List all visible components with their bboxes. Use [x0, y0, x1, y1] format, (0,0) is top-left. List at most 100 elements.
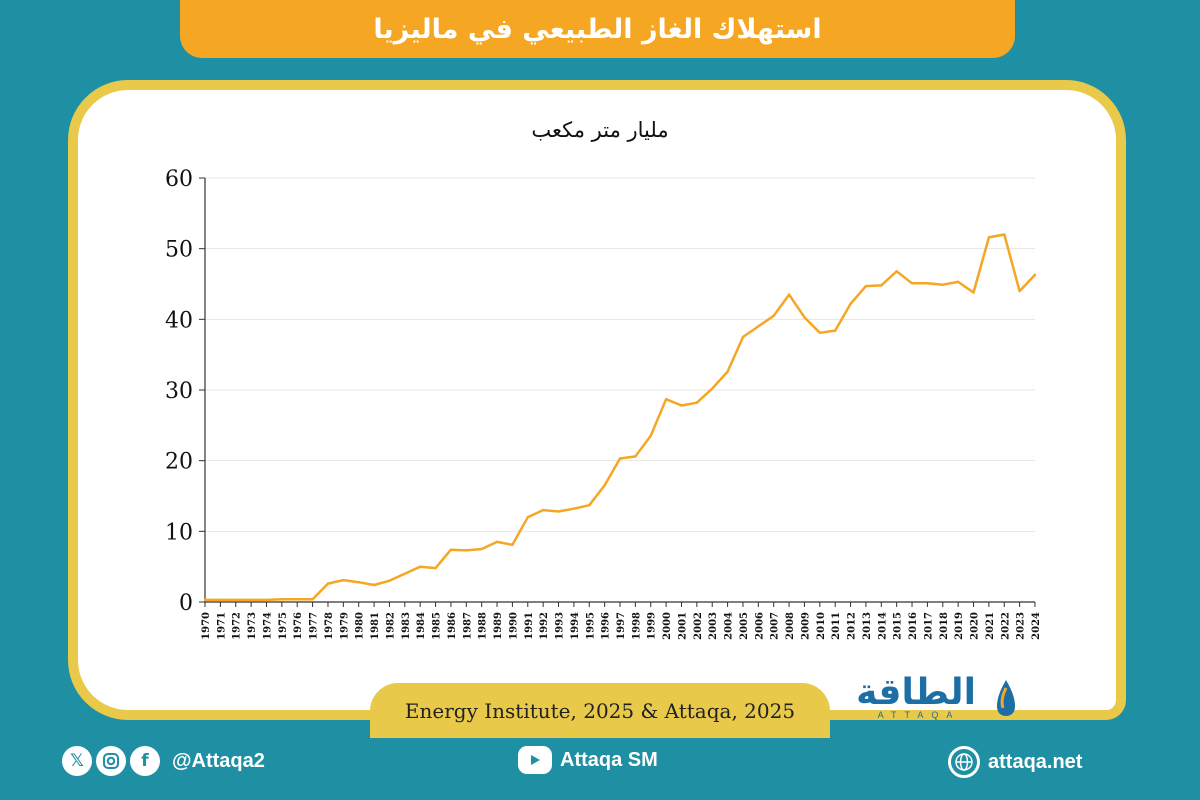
globe-icon[interactable] — [948, 746, 980, 778]
x-tick-label: 2005 — [739, 612, 750, 640]
website-group: attaqa.net — [948, 746, 1082, 778]
x-tick-label: 1980 — [355, 612, 366, 640]
x-tick-label: 1989 — [493, 612, 504, 640]
x-tick-label: 1972 — [232, 612, 243, 640]
data-point — [880, 284, 883, 287]
data-point — [357, 581, 360, 584]
data-point — [649, 434, 652, 438]
data-point — [741, 335, 745, 339]
logo-arabic: الطاقة — [856, 672, 976, 713]
website-url[interactable]: attaqa.net — [988, 750, 1083, 773]
x-tick-label: 1986 — [447, 612, 458, 640]
x-tick-label: 2020 — [970, 612, 981, 640]
x-tick-label: 1991 — [524, 612, 535, 640]
drop-icon — [997, 680, 1015, 716]
data-point — [634, 455, 637, 458]
x-icon[interactable]: 𝕏 — [62, 746, 92, 776]
data-point — [664, 397, 668, 401]
data-point — [388, 579, 391, 582]
data-point — [987, 236, 991, 239]
data-point — [695, 401, 699, 404]
x-tick-label: 2008 — [785, 612, 796, 640]
data-point — [588, 503, 591, 507]
x-tick-label: 2016 — [908, 612, 919, 640]
instagram-icon[interactable] — [96, 746, 126, 776]
data-point — [603, 484, 606, 487]
data-point — [818, 331, 822, 334]
source-pill: Energy Institute, 2025 & Attaqa, 2025 — [370, 683, 830, 738]
data-point — [495, 540, 499, 544]
data-point — [864, 284, 868, 288]
page-title: استهلاك الغاز الطبيعي في ماليزيا — [373, 13, 822, 45]
y-tick-label: 50 — [165, 238, 193, 263]
attaqa-logo: الطاقة ATTAQA — [840, 672, 1025, 720]
x-tick-label: 1988 — [478, 612, 489, 640]
axis-layer: 0 10 20 30 40 50 60 1970 1971 1972 1973 1974 1975 197… — [165, 167, 1042, 640]
data-point — [787, 293, 791, 296]
data-point — [972, 291, 975, 294]
data-point — [618, 457, 622, 460]
data-point — [849, 302, 852, 305]
data-point — [910, 282, 914, 285]
x-tick-label: 1975 — [278, 612, 289, 640]
x-tick-label: 2002 — [693, 612, 704, 640]
data-point — [803, 316, 806, 319]
y-tick-label: 30 — [165, 379, 193, 404]
y-tick-label: 20 — [165, 450, 193, 475]
data-point — [1003, 233, 1006, 236]
x-tick-label: 1992 — [539, 612, 550, 640]
logo-latin: ATTAQA — [877, 710, 961, 720]
data-point — [711, 387, 714, 390]
x-tick-label: 1994 — [570, 612, 581, 640]
x-tick-label: 1971 — [216, 612, 227, 640]
data-point — [526, 516, 529, 519]
data-point — [234, 598, 237, 602]
data-point — [249, 598, 253, 602]
title-banner: استهلاك الغاز الطبيعي في ماليزيا — [180, 0, 1015, 58]
chart-unit-label: مليار متر مكعب — [531, 118, 669, 142]
facebook-icon[interactable]: f — [130, 746, 160, 776]
x-tick-label: 1983 — [401, 612, 412, 640]
data-point — [449, 548, 453, 551]
social-handle-group: 𝕏 f @Attaqa2 — [62, 746, 265, 776]
data-point — [895, 270, 898, 273]
x-tick-label: 1973 — [247, 612, 258, 640]
source-text: Energy Institute, 2025 & Attaqa, 2025 — [404, 698, 796, 723]
x-tick-label: 1970 — [201, 612, 212, 640]
y-tick-label: 40 — [165, 308, 193, 333]
data-point — [833, 329, 837, 332]
data-point — [311, 597, 314, 601]
data-point — [680, 404, 683, 407]
line-layer — [203, 233, 1037, 602]
data-point — [541, 508, 545, 512]
x-tick-label: 1985 — [432, 612, 443, 640]
data-point — [418, 565, 422, 568]
x-tick-label: 2021 — [985, 612, 996, 640]
social-handle[interactable]: @Attaqa2 — [172, 749, 265, 772]
x-tick-label: 2024 — [1031, 612, 1042, 640]
grid-layer — [205, 177, 1035, 532]
data-point — [434, 566, 437, 570]
data-point — [772, 314, 775, 317]
youtube-icon[interactable] — [518, 746, 552, 774]
x-tick-label: 1995 — [585, 612, 596, 640]
data-point — [926, 282, 929, 285]
x-tick-label: 2000 — [662, 612, 673, 640]
x-tick-label: 1984 — [416, 612, 427, 640]
youtube-group: Attaqa SM — [518, 746, 658, 774]
youtube-channel[interactable]: Attaqa SM — [560, 748, 658, 771]
x-tick-label: 1982 — [385, 612, 396, 640]
x-tick-label: 2003 — [708, 612, 719, 640]
data-point — [1018, 289, 1021, 293]
data-point — [342, 578, 345, 582]
data-point — [296, 597, 299, 601]
x-tick-label: 1993 — [555, 612, 566, 640]
x-tick-label: 1987 — [462, 612, 473, 640]
data-point — [726, 370, 729, 373]
data-point — [956, 280, 960, 284]
data-point — [203, 598, 207, 602]
data-point — [480, 547, 483, 551]
x-tick-label: 1979 — [339, 612, 350, 640]
x-tick-label: 1998 — [631, 612, 642, 640]
